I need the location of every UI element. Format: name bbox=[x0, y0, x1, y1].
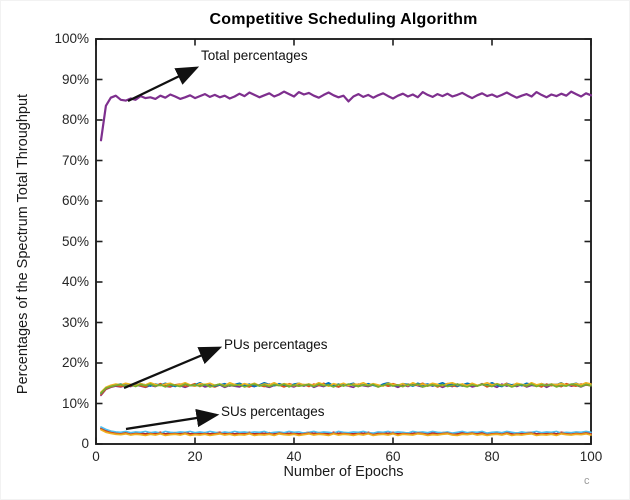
y-tick-label: 30% bbox=[61, 314, 89, 330]
y-tick-label: 50% bbox=[61, 233, 89, 249]
series-line bbox=[100, 428, 592, 437]
series-line bbox=[99, 90, 593, 142]
annotation-arrows bbox=[123, 66, 223, 431]
y-tick-label: 0 bbox=[81, 436, 89, 451]
series-line bbox=[100, 426, 592, 434]
y-tick-label: 80% bbox=[61, 112, 89, 127]
y-tick-label: 90% bbox=[61, 71, 89, 87]
annotation-label-pus: PUs percentages bbox=[224, 337, 328, 352]
annotation-arrow bbox=[127, 66, 200, 103]
x-tick-label: 60 bbox=[385, 449, 401, 464]
annotation-label-total: Total percentages bbox=[201, 48, 308, 63]
x-axis-label: Number of Epochs bbox=[283, 464, 404, 480]
y-tick-label: 10% bbox=[61, 395, 89, 411]
annotation-label-sus: SUs percentages bbox=[221, 404, 325, 419]
y-tick-label: 60% bbox=[61, 193, 89, 208]
x-tick-label: 100 bbox=[579, 449, 603, 464]
x-tick-label: 0 bbox=[92, 449, 100, 464]
y-tick-label: 40% bbox=[61, 274, 89, 289]
annotation-arrow bbox=[125, 408, 220, 431]
data-series bbox=[99, 90, 593, 437]
annotation-arrow bbox=[123, 346, 223, 390]
x-tick-label: 20 bbox=[187, 449, 203, 464]
y-tick-label: 70% bbox=[61, 152, 89, 168]
axes bbox=[95, 38, 592, 445]
chart-title: Competitive Scheduling Algorithm bbox=[209, 11, 478, 28]
watermark-text: c bbox=[584, 475, 590, 487]
x-tick-label: 40 bbox=[286, 449, 302, 464]
y-tick-label: 20% bbox=[61, 355, 89, 370]
x-tick-label: 80 bbox=[484, 449, 500, 464]
series-line bbox=[100, 383, 592, 394]
y-tick-label: 100% bbox=[54, 31, 89, 46]
